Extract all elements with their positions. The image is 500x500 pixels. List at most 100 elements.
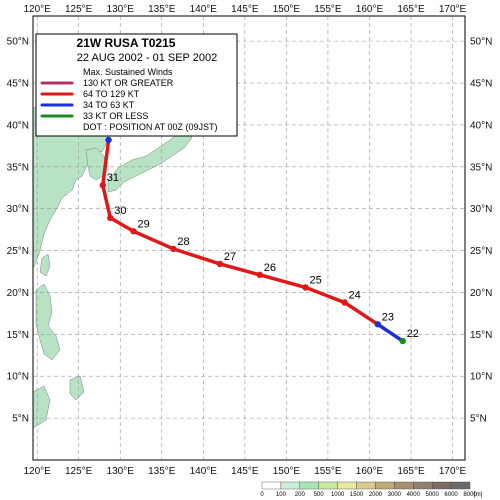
lat-tick-label-right: 30°N bbox=[470, 204, 492, 215]
colorbar-tick-label: 100 bbox=[276, 492, 287, 498]
track-day-label: 31 bbox=[107, 172, 119, 184]
track-segment bbox=[218, 262, 262, 277]
colorbar-tick-label: 500 bbox=[314, 492, 325, 498]
lon-tick-label-top: 155°E bbox=[314, 4, 342, 15]
track-position-dot bbox=[341, 299, 348, 306]
lat-tick-label-right: 35°N bbox=[470, 162, 492, 173]
track-position-dot bbox=[256, 271, 263, 279]
legend-label-cat1: 64 TO 129 KT bbox=[83, 89, 140, 99]
track-position-dot bbox=[374, 321, 381, 328]
colorbar-unit: [m] bbox=[474, 492, 483, 498]
legend-label-cat0: 130 KT OR GREATER bbox=[83, 78, 174, 88]
colorbar-swatch bbox=[299, 481, 319, 490]
legend-label-cat2: 34 TO 63 KT bbox=[83, 100, 135, 110]
lon-tick-label-bottom: 135°E bbox=[148, 466, 176, 477]
colorbar-swatch bbox=[337, 481, 357, 490]
track-position-dot bbox=[302, 284, 309, 291]
lat-tick-label-left: 15°N bbox=[7, 330, 29, 341]
colorbar-tick-label: 2000 bbox=[369, 492, 383, 498]
lon-tick-label-top: 160°E bbox=[356, 4, 384, 15]
storm-period: 22 AUG 2002 - 01 SEP 2002 bbox=[77, 52, 217, 64]
lon-tick-label-top: 125°E bbox=[65, 4, 93, 15]
lon-tick-label-bottom: 130°E bbox=[107, 466, 135, 477]
lon-tick-label-bottom: 165°E bbox=[397, 466, 425, 477]
colorbar-tick-label: 6000 bbox=[444, 492, 458, 498]
track-segment bbox=[131, 229, 176, 251]
lat-tick-label-right: 20°N bbox=[470, 288, 492, 299]
legend-box bbox=[35, 33, 238, 137]
colorbar-swatch bbox=[318, 481, 338, 490]
track-segment bbox=[376, 322, 405, 343]
lat-tick-label-left: 25°N bbox=[7, 246, 29, 257]
colorbar-swatch bbox=[450, 481, 471, 490]
track-day-label: 29 bbox=[138, 218, 150, 230]
lon-tick-label-bottom: 160°E bbox=[356, 466, 384, 477]
colorbar-swatch bbox=[413, 481, 433, 490]
lon-tick-label-bottom: 120°E bbox=[23, 466, 51, 477]
lat-tick-label-right: 40°N bbox=[470, 120, 492, 131]
colorbar-tick-label: 200 bbox=[295, 492, 306, 498]
elevation-colorbar: 0 100 200 500 1000 1500 2000 3000 4000 5000 6000 80… bbox=[260, 481, 483, 498]
track-day-label: 24 bbox=[349, 290, 361, 302]
colorbar-tick-label: 0 bbox=[260, 492, 264, 498]
storm-title: 21W RUSA T0215 bbox=[77, 36, 176, 50]
legend-label-cat3: 33 KT OR LESS bbox=[83, 111, 148, 121]
colorbar-tick-label: 8000 bbox=[463, 492, 477, 498]
lon-tick-label-top: 145°E bbox=[231, 4, 259, 15]
map-border bbox=[32, 15, 466, 461]
track-position-dot bbox=[216, 260, 224, 268]
track-day-label: 25 bbox=[309, 274, 321, 286]
track-day-label: 23 bbox=[382, 311, 394, 323]
legend-header: Max. Sustained Winds bbox=[83, 67, 173, 77]
lon-tick-label-top: 140°E bbox=[190, 4, 218, 15]
colorbar-tick-label: 3000 bbox=[388, 492, 402, 498]
track-segment bbox=[342, 300, 380, 327]
track-day-label: 27 bbox=[224, 251, 236, 263]
lat-tick-label-left: 5°N bbox=[12, 414, 29, 425]
lon-tick-label-top: 130°E bbox=[107, 4, 135, 15]
lon-tick-label-bottom: 170°E bbox=[439, 466, 467, 477]
colorbar-tick-label: 5000 bbox=[426, 492, 440, 498]
track-position-dot bbox=[99, 182, 106, 189]
lon-tick-label-top: 165°E bbox=[397, 4, 425, 15]
lon-tick-label-bottom: 140°E bbox=[190, 466, 218, 477]
track-position-dot bbox=[107, 214, 114, 222]
legend-note: DOT : POSITION AT 00Z (09JST) bbox=[83, 122, 218, 132]
lon-tick-label-top: 120°E bbox=[23, 4, 51, 15]
lat-tick-label-left: 20°N bbox=[7, 288, 29, 299]
track-position-dot bbox=[170, 245, 177, 253]
colorbar-swatch bbox=[280, 481, 301, 490]
lat-tick-label-left: 10°N bbox=[7, 372, 29, 383]
lon-tick-label-top: 135°E bbox=[148, 4, 176, 15]
colorbar-tick-label: 4000 bbox=[407, 492, 421, 498]
track-day-label: 22 bbox=[407, 328, 419, 340]
colorbar-swatch bbox=[394, 481, 414, 490]
track-day-label: 26 bbox=[264, 262, 276, 274]
lat-tick-label-left: 50°N bbox=[7, 37, 29, 48]
track-segment bbox=[258, 273, 308, 290]
axis-tick-labels: 120°E 120°E 125°E 125°E 130°E 130°E 135°E 135°E… bbox=[7, 4, 493, 477]
colorbar-swatch bbox=[261, 481, 282, 490]
colorbar-swatch bbox=[375, 481, 395, 490]
track-segment bbox=[101, 183, 113, 220]
track-day-label: 28 bbox=[177, 236, 189, 248]
colorbar-tick-label: 1500 bbox=[350, 492, 364, 498]
legend: 21W RUSA T0215 22 AUG 2002 - 01 SEP 2002… bbox=[35, 33, 238, 137]
lon-tick-label-bottom: 155°E bbox=[314, 466, 342, 477]
lon-tick-label-bottom: 150°E bbox=[273, 466, 301, 477]
track-segment bbox=[101, 138, 111, 187]
lat-tick-label-right: 5°N bbox=[470, 414, 487, 425]
lat-tick-label-right: 10°N bbox=[470, 372, 492, 383]
track-position-dot bbox=[130, 228, 137, 235]
track-segment bbox=[303, 285, 347, 305]
track-position-dot bbox=[105, 136, 112, 144]
colorbar-swatch bbox=[356, 481, 376, 490]
track-position-dot bbox=[399, 337, 406, 345]
track-segment bbox=[108, 216, 136, 234]
lon-tick-label-bottom: 125°E bbox=[65, 466, 93, 477]
lat-tick-label-right: 15°N bbox=[470, 330, 492, 341]
colorbar-swatch bbox=[431, 481, 452, 490]
lat-tick-label-left: 45°N bbox=[7, 79, 29, 90]
lat-tick-label-left: 40°N bbox=[7, 120, 29, 131]
